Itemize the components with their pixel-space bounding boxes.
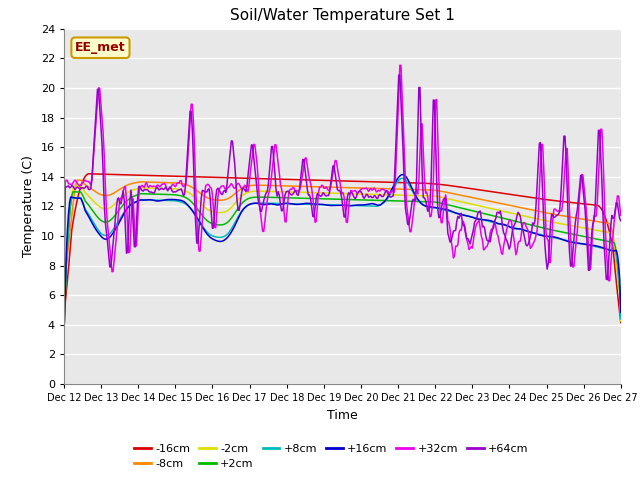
Title: Soil/Water Temperature Set 1: Soil/Water Temperature Set 1 — [230, 9, 455, 24]
Text: EE_met: EE_met — [75, 41, 126, 54]
X-axis label: Time: Time — [327, 408, 358, 421]
Y-axis label: Temperature (C): Temperature (C) — [22, 156, 35, 257]
Legend: -16cm, -8cm, -2cm, +2cm, +8cm, +16cm, +32cm, +64cm: -16cm, -8cm, -2cm, +2cm, +8cm, +16cm, +3… — [129, 439, 533, 474]
